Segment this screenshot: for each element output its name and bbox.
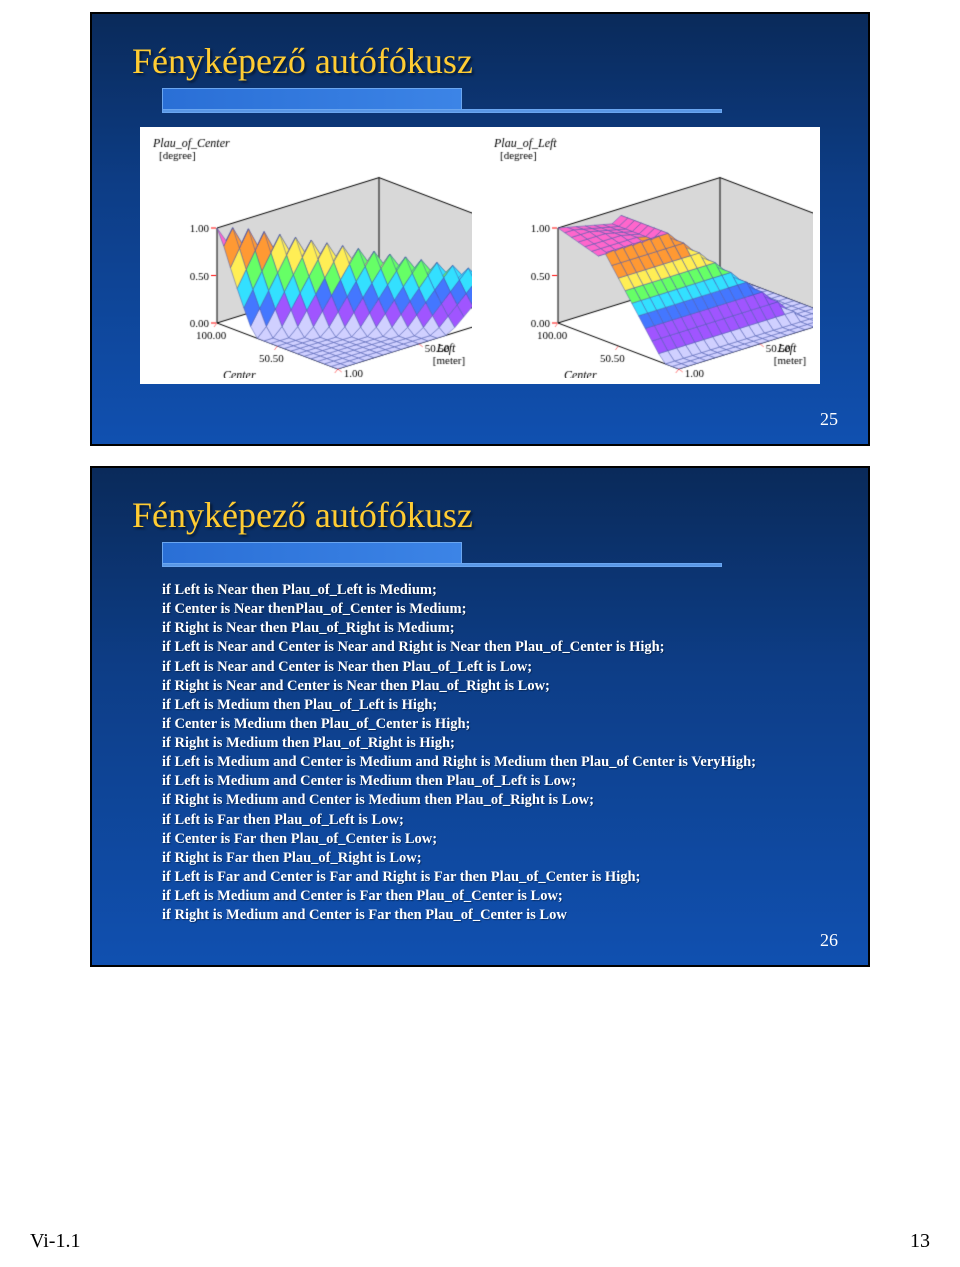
- fuzzy-rule: if Right is Far then Plau_of_Right is Lo…: [162, 849, 838, 868]
- fuzzy-rule: if Right is Medium and Center is Medium …: [162, 791, 838, 810]
- fuzzy-rule: if Center is Medium then Plau_of_Center …: [162, 715, 838, 734]
- page-footer: Vi-1.1 13: [30, 1230, 930, 1253]
- fuzzy-rule: if Left is Medium and Center is Medium t…: [162, 772, 838, 791]
- fuzzy-rule: if Center is Far then Plau_of_Center is …: [162, 830, 838, 849]
- slide-2-page-number: 26: [820, 930, 838, 951]
- fuzzy-rule: if Right is Near then Plau_of_Right is M…: [162, 619, 838, 638]
- fuzzy-rule: if Center is Near thenPlau_of_Center is …: [162, 600, 838, 619]
- fuzzy-rule: if Left is Far then Plau_of_Left is Low;: [162, 811, 838, 830]
- fuzzy-rule: if Left is Near and Center is Near and R…: [162, 638, 838, 657]
- fuzzy-rule: if Left is Near and Center is Near then …: [162, 658, 838, 677]
- slide-1: Fényképező autófókusz 25: [90, 12, 870, 446]
- title-underline: [162, 88, 838, 113]
- fuzzy-rule: if Left is Near then Plau_of_Left is Med…: [162, 581, 838, 600]
- fuzzy-rule: if Left is Medium then Plau_of_Left is H…: [162, 696, 838, 715]
- fuzzy-rule: if Left is Far and Center is Far and Rig…: [162, 868, 838, 887]
- fuzzy-rule: if Right is Medium and Center is Far the…: [162, 906, 838, 925]
- charts-container: [140, 127, 820, 384]
- fuzzy-rule: if Left is Medium and Center is Far then…: [162, 887, 838, 906]
- fuzzy-rule: if Right is Near and Center is Near then…: [162, 677, 838, 696]
- footer-right: 13: [910, 1230, 930, 1253]
- fuzzy-rule: if Right is Medium then Plau_of_Right is…: [162, 734, 838, 753]
- chart-plau-of-left: [488, 133, 813, 378]
- chart-plau-of-center: [147, 133, 472, 378]
- slide-2-title: Fényképező autófókusz: [132, 494, 838, 536]
- fuzzy-rules-list: if Left is Near then Plau_of_Left is Med…: [162, 581, 838, 925]
- fuzzy-rule: if Left is Medium and Center is Medium a…: [162, 753, 838, 772]
- slide-1-page-number: 25: [820, 409, 838, 430]
- slide-1-title: Fényképező autófókusz: [132, 40, 838, 82]
- title-underline: [162, 542, 838, 567]
- slide-2: Fényképező autófókusz if Left is Near th…: [90, 466, 870, 967]
- footer-left: Vi-1.1: [30, 1230, 80, 1253]
